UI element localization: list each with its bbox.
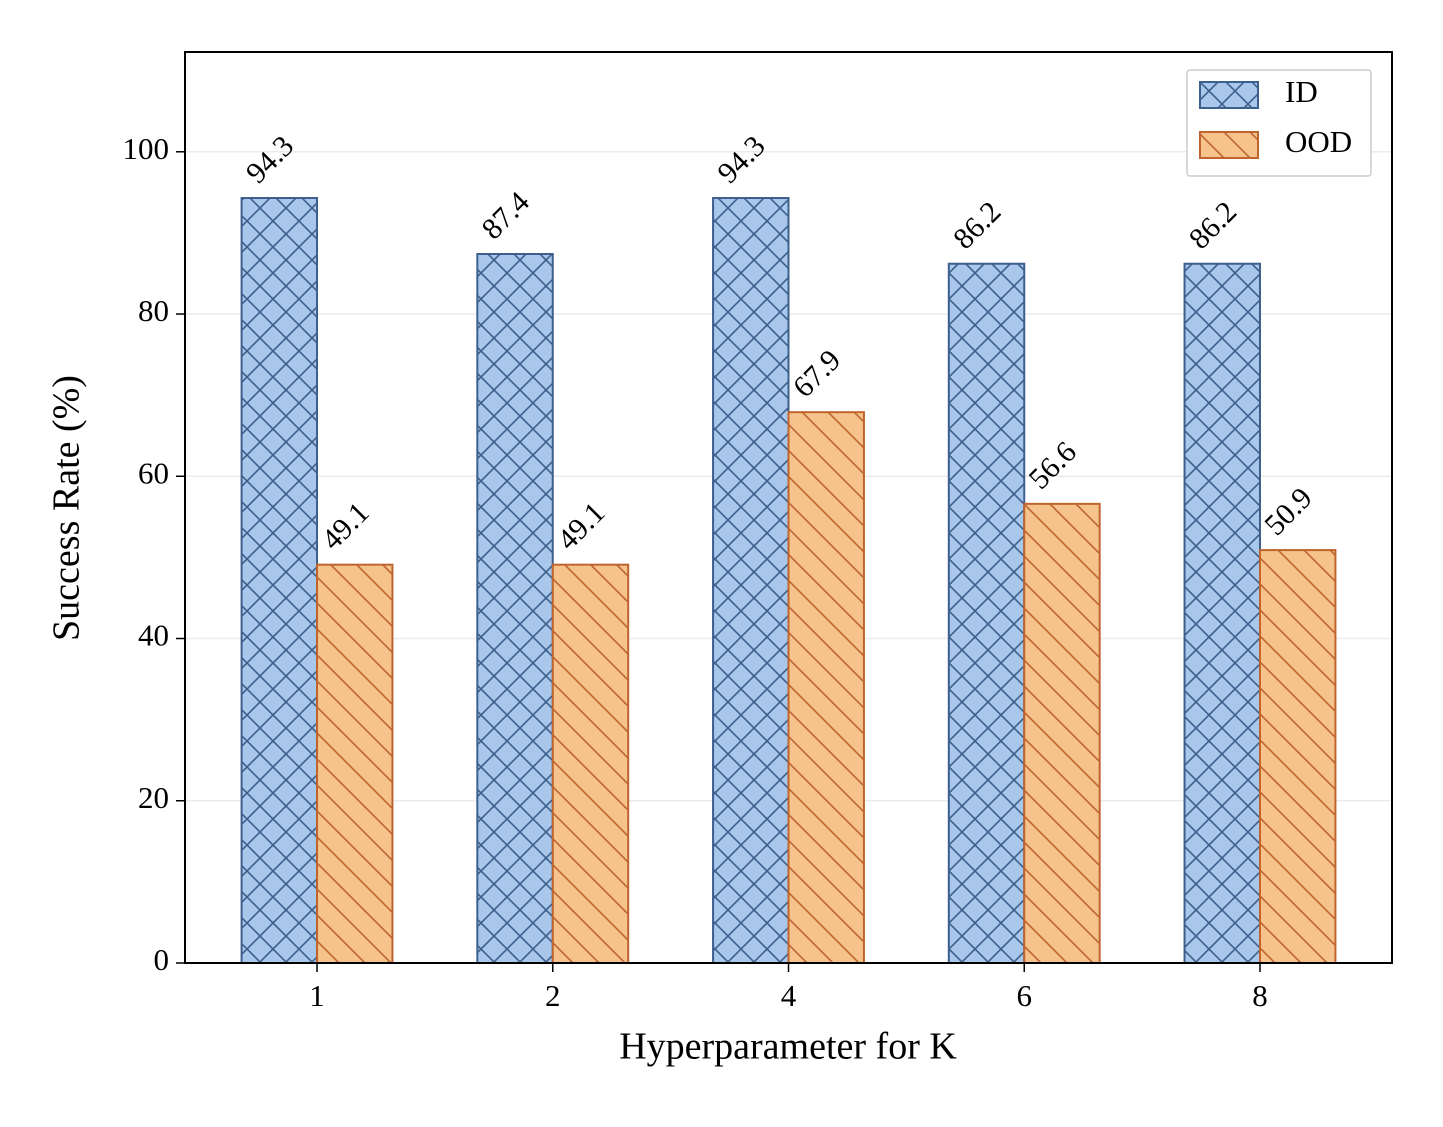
legend-swatch — [1199, 131, 1259, 159]
x-tick-label: 8 — [1252, 978, 1268, 1013]
x-tick-label: 6 — [1016, 978, 1032, 1013]
legend-label: OOD — [1285, 124, 1352, 159]
y-tick-label: 20 — [138, 780, 169, 815]
bar — [1023, 502, 1101, 964]
y-tick-label: 100 — [123, 131, 170, 166]
x-tick-label: 1 — [309, 978, 325, 1013]
y-tick-label: 60 — [138, 455, 169, 490]
bar — [476, 252, 554, 964]
x-tick-label: 2 — [545, 978, 561, 1013]
plot-frame — [184, 51, 1393, 964]
bar — [551, 563, 630, 964]
y-axis-label: Success Rate (%) — [46, 375, 88, 641]
y-tick-label: 0 — [154, 942, 170, 977]
x-axis-label: Hyperparameter for K — [619, 1026, 957, 1068]
bar — [1258, 549, 1337, 964]
bar — [787, 411, 865, 965]
bar — [712, 197, 790, 964]
y-tick-label: 80 — [138, 293, 169, 328]
legend-swatch — [1199, 81, 1259, 109]
y-tick-label: 40 — [138, 618, 169, 653]
legend-label: ID — [1285, 74, 1318, 109]
bar — [1183, 262, 1261, 964]
bar — [316, 563, 394, 964]
bar — [240, 197, 319, 964]
x-tick-label: 4 — [781, 978, 797, 1013]
bar — [947, 262, 1026, 964]
